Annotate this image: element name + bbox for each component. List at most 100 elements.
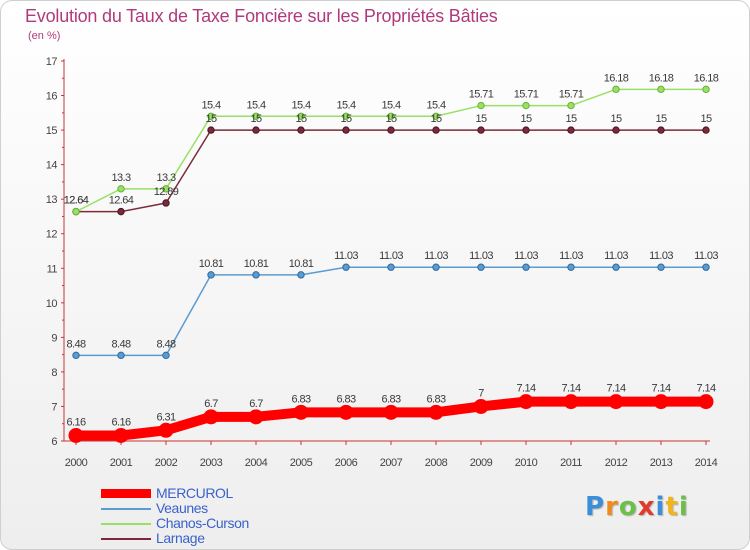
data-labels: 6.16 6.16 6.31 6.7 6.7 6.83 6.83 6.83 6.83 7 7.14 7… <box>64 72 720 428</box>
data-label: 10.81 <box>199 258 224 270</box>
data-label: 7.14 <box>696 383 715 395</box>
y-tick-label: 7 <box>51 401 57 413</box>
data-point <box>428 404 444 420</box>
data-label: 15 <box>430 113 442 125</box>
data-point <box>473 398 489 414</box>
data-point <box>657 263 665 271</box>
legend-swatch-veaunes <box>101 508 151 510</box>
y-tick-label: 15 <box>46 125 58 137</box>
data-point <box>342 112 350 120</box>
x-tick-label: 2006 <box>335 457 358 469</box>
data-label: 15.4 <box>291 99 310 111</box>
y-tick-label: 17 <box>46 56 58 68</box>
data-label: 15.71 <box>514 89 539 101</box>
data-label: 15 <box>475 113 487 125</box>
chart-subtitle: (en %) <box>28 30 61 42</box>
logo-letter: i <box>655 492 666 522</box>
data-point <box>387 126 395 134</box>
data-point <box>68 427 84 443</box>
y-tick-label: 16 <box>46 91 58 103</box>
legend-label: Larnage <box>156 530 205 546</box>
y-tick-label: 6 <box>51 436 57 448</box>
legend-label: MERCUROL <box>156 485 233 501</box>
data-label: 12.89 <box>154 186 179 198</box>
data-label: 8.48 <box>156 338 175 350</box>
legend-swatch-chanos-curson <box>101 523 151 525</box>
data-label: 15 <box>340 113 352 125</box>
y-tick-label: 10 <box>46 298 58 310</box>
x-tick-label: 2008 <box>425 457 448 469</box>
data-label: 11.03 <box>604 250 628 262</box>
logo-letter: o <box>618 492 638 522</box>
data-label: 16.18 <box>694 72 719 84</box>
data-label: 15 <box>205 113 217 125</box>
x-tick-label: 2003 <box>200 457 223 469</box>
data-point <box>117 185 125 193</box>
data-label: 6.83 <box>381 393 400 405</box>
data-point <box>387 263 395 271</box>
data-label: 11.03 <box>514 250 538 262</box>
data-point <box>207 271 215 279</box>
x-tick-label: 2005 <box>290 457 313 469</box>
data-point <box>567 126 575 134</box>
data-point <box>702 85 710 94</box>
x-tick-label: 2013 <box>650 457 673 469</box>
data-point <box>702 126 710 134</box>
data-point <box>522 126 530 134</box>
data-point <box>297 271 305 279</box>
data-point <box>567 101 575 110</box>
data-point <box>612 263 620 271</box>
data-label: 11.03 <box>694 250 718 262</box>
data-label: 11.03 <box>469 250 493 262</box>
y-tick-label: 9 <box>51 332 57 344</box>
data-label: 6.16 <box>111 416 130 428</box>
data-point <box>162 351 170 360</box>
data-label: 15 <box>385 113 397 125</box>
data-label: 16.18 <box>604 72 629 84</box>
y-tick-label: 8 <box>51 367 57 379</box>
data-label: 11.03 <box>559 250 583 262</box>
data-label: 10.81 <box>289 258 314 270</box>
data-point <box>522 101 530 110</box>
data-point <box>518 394 534 410</box>
x-tick-label: 2009 <box>470 457 493 469</box>
data-label: 7.14 <box>606 383 625 395</box>
chart-title: Evolution du Taux de Taxe Foncière sur l… <box>25 6 498 26</box>
data-label: 16.18 <box>649 72 674 84</box>
data-point <box>653 394 669 410</box>
x-tick-label: 2002 <box>155 457 178 469</box>
data-point <box>158 422 174 438</box>
data-label: 15 <box>700 113 712 125</box>
data-point <box>117 207 125 216</box>
x-tick-label: 2010 <box>515 457 538 469</box>
data-label: 11.03 <box>424 250 448 262</box>
data-label: 6.7 <box>249 398 263 410</box>
data-label: 6.83 <box>291 393 310 405</box>
data-point <box>657 85 665 94</box>
y-tick-label: 12 <box>46 229 58 241</box>
legend-label: Veaunes <box>156 500 208 516</box>
data-point <box>612 126 620 134</box>
data-point <box>477 263 485 271</box>
data-point <box>113 427 129 443</box>
data-point <box>342 126 350 134</box>
data-label: 15.4 <box>426 99 445 111</box>
data-label: 12.64 <box>64 195 89 207</box>
x-tick-label: 2004 <box>245 457 268 469</box>
data-label: 6.16 <box>66 416 85 428</box>
data-label: 15 <box>610 113 622 125</box>
data-point <box>252 126 260 134</box>
data-point <box>432 112 440 120</box>
data-point <box>297 112 305 120</box>
data-point <box>657 126 665 134</box>
data-point <box>387 112 395 120</box>
data-point <box>72 207 80 216</box>
x-tick-label: 2014 <box>695 457 718 469</box>
line-chart: 6 7 8 9 10 11 12 13 14 15 16 17 2000 2001 2002 2003 2004… <box>46 56 720 469</box>
data-point <box>567 263 575 271</box>
data-point <box>342 263 350 271</box>
x-tick-label: 2001 <box>110 457 133 469</box>
data-label: 13.3 <box>156 172 175 184</box>
legend-swatch-larnage <box>101 538 151 540</box>
y-tick-label: 14 <box>46 160 58 172</box>
